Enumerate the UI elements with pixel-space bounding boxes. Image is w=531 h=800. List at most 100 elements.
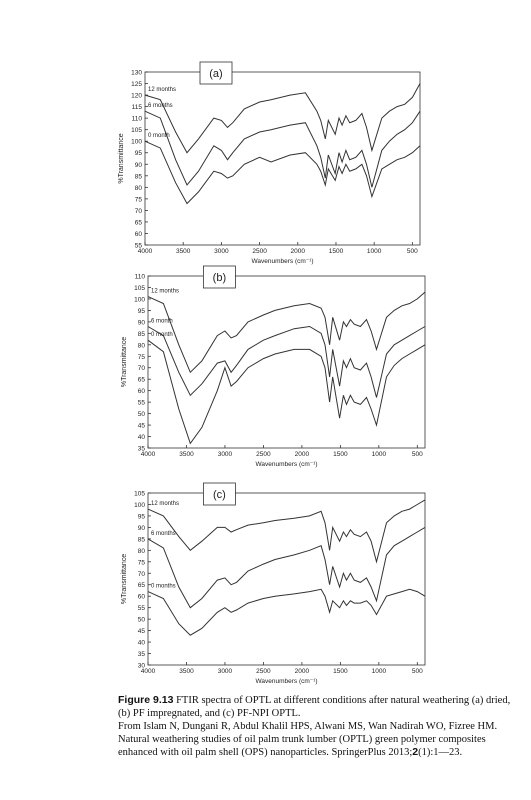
y-tick-label: 95 xyxy=(138,513,146,520)
x-tick-label: 2000 xyxy=(295,451,310,458)
y-tick-label: 65 xyxy=(135,219,143,226)
y-tick-label: 55 xyxy=(138,605,146,612)
caption: Figure 9.13 FTIR spectra of OPTL at diff… xyxy=(118,694,513,759)
caption-body: FTIR spectra of OPTL at different condit… xyxy=(118,695,511,719)
x-tick-label: 2000 xyxy=(291,248,306,255)
y-axis-label: %Transmittance xyxy=(121,337,128,387)
x-tick-label: 3000 xyxy=(214,248,229,255)
x-tick-label: 1000 xyxy=(372,668,387,675)
y-tick-label: 110 xyxy=(132,116,143,123)
y-tick-label: 35 xyxy=(138,651,146,658)
panel-label-box xyxy=(199,61,233,85)
series-label: 6 month xyxy=(151,318,173,324)
series-label: 12 months xyxy=(148,87,176,93)
y-tick-label: 60 xyxy=(138,388,146,395)
series-label: 6 months xyxy=(151,531,176,537)
plot-frame xyxy=(147,275,426,449)
y-tick-label: 95 xyxy=(135,150,143,157)
y-tick-label: 100 xyxy=(134,502,145,509)
source-volume: 2 xyxy=(412,746,419,758)
y-tick-label: 45 xyxy=(138,628,146,635)
y-tick-label: 80 xyxy=(138,548,146,555)
x-tick-label: 2000 xyxy=(295,668,310,675)
panel-label: (b) xyxy=(213,272,226,284)
y-tick-label: 40 xyxy=(138,640,146,647)
y-tick-label: 105 xyxy=(134,285,145,292)
x-tick-label: 1500 xyxy=(333,668,348,675)
y-tick-label: 130 xyxy=(131,70,142,77)
plot-frame xyxy=(147,492,426,666)
plot-frame xyxy=(144,71,421,246)
spectrum-line xyxy=(144,110,421,188)
y-tick-label: 60 xyxy=(135,231,143,238)
series-label: 12 months xyxy=(151,501,179,507)
y-tick-label: 45 xyxy=(138,423,146,430)
x-tick-label: 1000 xyxy=(372,451,387,458)
y-tick-label: 70 xyxy=(138,365,146,372)
y-tick-label: 95 xyxy=(138,308,146,315)
y-tick-label: 80 xyxy=(138,342,146,349)
y-tick-label: 115 xyxy=(132,104,143,111)
y-tick-label: 75 xyxy=(138,559,146,566)
panel-label: (c) xyxy=(213,489,226,501)
spectrum-line xyxy=(147,588,426,636)
spectrum-line xyxy=(147,325,426,398)
y-tick-label: 50 xyxy=(138,617,146,624)
y-tick-label: 75 xyxy=(135,196,143,203)
x-tick-label: 4000 xyxy=(141,451,156,458)
panel-label-box xyxy=(202,265,236,289)
panel: 30 35 40 45 50 55 60 65 70 75 80 85 90 95 100 105 4000 35… xyxy=(121,482,426,685)
source-text: From Islam N, Dungani R, Abdul Khalil HP… xyxy=(118,721,498,758)
x-tick-label: 2500 xyxy=(252,248,267,255)
panel: 35 40 45 50 55 60 65 70 75 80 85 90 95 100 105 110 4000 3… xyxy=(121,265,426,468)
figure-number: Figure 9.13 xyxy=(118,694,174,706)
y-tick-label: 30 xyxy=(138,663,146,670)
series-label: 0 month xyxy=(151,332,173,338)
y-axis-label: %Transmittance xyxy=(121,554,128,604)
caption-text: Figure 9.13 FTIR spectra of OPTL at diff… xyxy=(118,694,513,720)
panel-label-box xyxy=(202,482,236,506)
y-tick-label: 110 xyxy=(135,274,146,281)
y-tick-label: 55 xyxy=(135,243,143,250)
x-tick-label: 4000 xyxy=(141,668,156,675)
y-tick-label: 85 xyxy=(135,173,143,180)
x-axis-label: Wavenumbers (cm⁻¹) xyxy=(255,461,317,468)
x-axis-label: Wavenumbers (cm⁻¹) xyxy=(255,678,317,685)
y-tick-label: 100 xyxy=(131,139,142,146)
y-tick-label: 85 xyxy=(138,536,146,543)
x-tick-label: 3000 xyxy=(218,451,233,458)
spectrum-line xyxy=(144,140,421,205)
x-tick-label: 2500 xyxy=(256,668,271,675)
figure: 55 60 65 70 75 80 85 90 95 100 105 110 115 120 125 130 4… xyxy=(118,61,426,685)
x-tick-label: 1500 xyxy=(333,451,348,458)
y-tick-label: 50 xyxy=(138,411,146,418)
x-tick-label: 3500 xyxy=(176,248,191,255)
y-tick-label: 70 xyxy=(135,208,143,215)
x-tick-label: 2500 xyxy=(256,451,271,458)
spectrum-line xyxy=(147,291,426,374)
series-label: 0 month xyxy=(148,133,170,139)
x-tick-label: 1000 xyxy=(367,248,382,255)
x-tick-label: 500 xyxy=(407,248,418,255)
y-tick-label: 105 xyxy=(131,127,142,134)
source-pages: (1):1—23. xyxy=(418,747,463,758)
y-tick-label: 65 xyxy=(138,582,146,589)
panel: 55 60 65 70 75 80 85 90 95 100 105 110 115 120 125 130 4… xyxy=(118,61,421,265)
x-tick-label: 3000 xyxy=(218,668,233,675)
y-tick-label: 60 xyxy=(138,594,146,601)
y-tick-label: 90 xyxy=(138,525,146,532)
y-tick-label: 40 xyxy=(138,434,146,441)
panel-label: (a) xyxy=(209,68,222,80)
spectrum-line xyxy=(147,499,426,564)
series-label: 12 months xyxy=(151,289,179,295)
y-tick-label: 125 xyxy=(131,81,142,88)
spectrum-line xyxy=(147,339,426,445)
series-label: 6 months xyxy=(148,103,173,109)
x-tick-label: 1500 xyxy=(329,248,344,255)
x-tick-label: 3500 xyxy=(179,451,194,458)
y-tick-label: 85 xyxy=(138,331,146,338)
y-tick-label: 70 xyxy=(138,571,146,578)
x-tick-label: 500 xyxy=(412,668,423,675)
y-tick-label: 75 xyxy=(138,354,146,361)
